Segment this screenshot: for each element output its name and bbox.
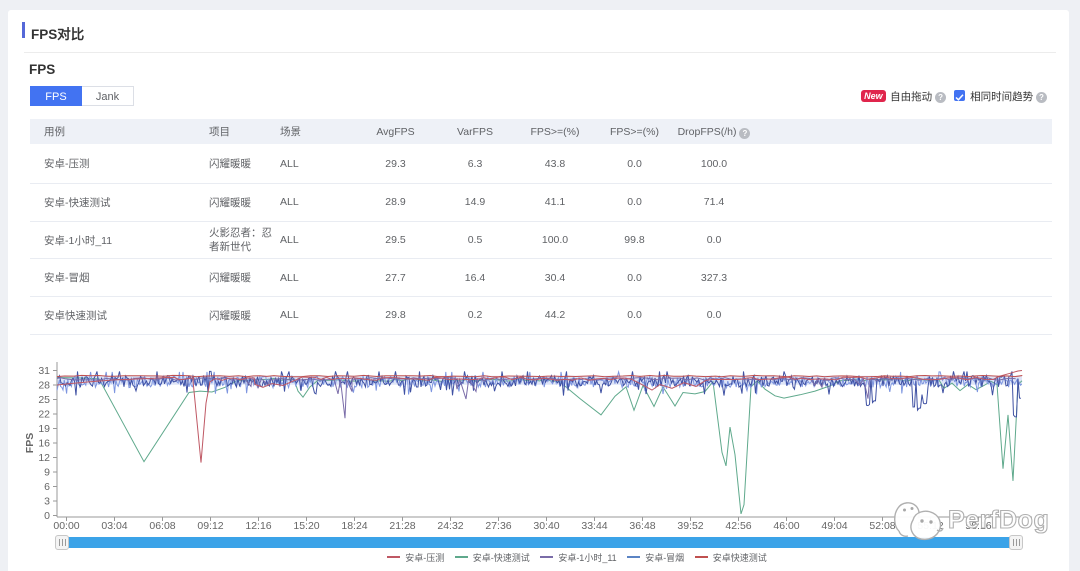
svg-text:33:44: 33:44: [581, 520, 607, 532]
svg-text:3: 3: [44, 496, 50, 508]
svg-text:6: 6: [44, 481, 50, 493]
svg-text:15:20: 15:20: [293, 520, 319, 532]
svg-text:06:08: 06:08: [149, 520, 175, 532]
svg-text:00:00: 00:00: [53, 520, 79, 532]
svg-text:03:04: 03:04: [101, 520, 127, 532]
svg-text:9: 9: [44, 467, 50, 479]
svg-text:49:04: 49:04: [821, 520, 847, 532]
svg-text:28: 28: [38, 380, 50, 392]
svg-text:0: 0: [44, 510, 50, 522]
svg-text:09:12: 09:12: [197, 520, 223, 532]
svg-text:24:32: 24:32: [437, 520, 463, 532]
svg-text:25: 25: [38, 394, 50, 406]
svg-text:19: 19: [38, 423, 50, 435]
svg-text:12:16: 12:16: [245, 520, 271, 532]
svg-text:FPS: FPS: [24, 433, 36, 453]
svg-text:39:52: 39:52: [677, 520, 703, 532]
svg-text:31: 31: [38, 365, 50, 377]
svg-text:12: 12: [38, 452, 50, 464]
svg-text:42:56: 42:56: [725, 520, 751, 532]
svg-text:36:48: 36:48: [629, 520, 655, 532]
svg-text:27:36: 27:36: [485, 520, 511, 532]
svg-text:21:28: 21:28: [389, 520, 415, 532]
svg-text:18:24: 18:24: [341, 520, 367, 532]
svg-text:30:40: 30:40: [533, 520, 559, 532]
svg-text:16: 16: [38, 438, 50, 450]
svg-text:58:16: 58:16: [965, 520, 991, 532]
svg-text:22: 22: [38, 409, 50, 421]
svg-text:52:08: 52:08: [869, 520, 895, 532]
svg-text:46:00: 46:00: [773, 520, 799, 532]
